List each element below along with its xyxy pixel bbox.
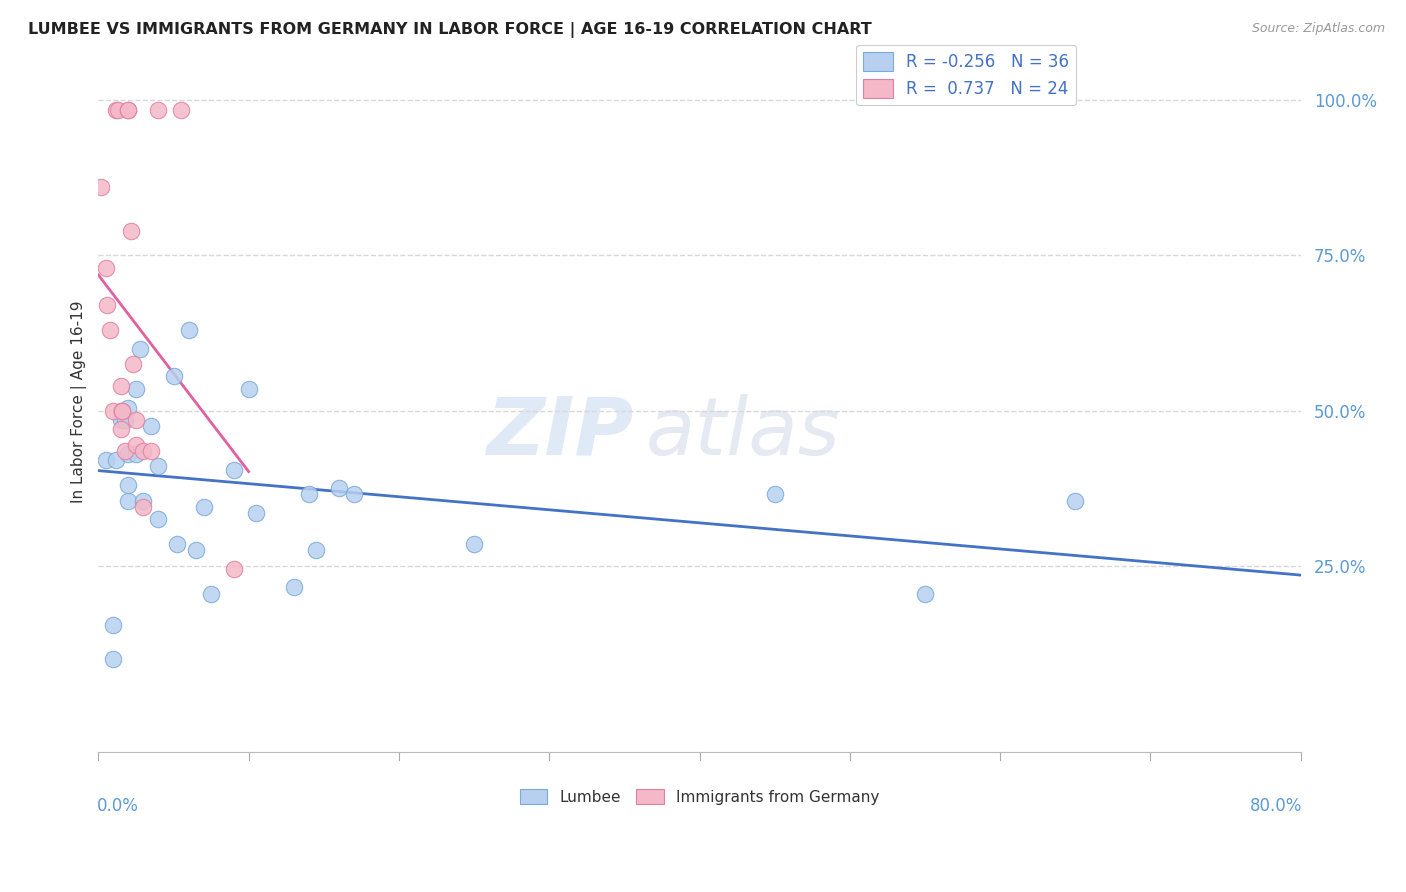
Point xyxy=(139,419,162,434)
Point xyxy=(122,357,145,371)
Point xyxy=(107,103,129,117)
Point xyxy=(1064,493,1087,508)
Text: 80.0%: 80.0% xyxy=(1250,797,1302,815)
Point xyxy=(96,298,118,312)
Point xyxy=(103,652,125,666)
Point xyxy=(148,459,170,474)
Point xyxy=(148,512,170,526)
Point xyxy=(125,382,148,396)
Point xyxy=(110,378,132,392)
Point xyxy=(463,537,485,551)
Point xyxy=(105,453,128,467)
Point xyxy=(184,543,207,558)
Point xyxy=(222,462,245,476)
Point xyxy=(114,413,136,427)
Point xyxy=(139,444,162,458)
Point xyxy=(114,444,136,458)
Point xyxy=(125,438,148,452)
Point xyxy=(110,403,132,417)
Point xyxy=(94,453,117,467)
Point xyxy=(111,403,134,417)
Text: Source: ZipAtlas.com: Source: ZipAtlas.com xyxy=(1251,22,1385,36)
Point xyxy=(94,260,117,275)
Point xyxy=(132,444,155,458)
Point xyxy=(305,543,328,558)
Point xyxy=(105,103,128,117)
Point xyxy=(170,103,193,117)
Point xyxy=(117,447,139,461)
Point xyxy=(200,587,222,601)
Point xyxy=(117,401,139,415)
Text: LUMBEE VS IMMIGRANTS FROM GERMANY IN LABOR FORCE | AGE 16-19 CORRELATION CHART: LUMBEE VS IMMIGRANTS FROM GERMANY IN LAB… xyxy=(28,22,872,38)
Point xyxy=(132,500,155,514)
Point xyxy=(129,342,152,356)
Point xyxy=(193,500,215,514)
Point xyxy=(914,587,936,601)
Point xyxy=(222,562,245,576)
Point xyxy=(103,617,125,632)
Y-axis label: In Labor Force | Age 16-19: In Labor Force | Age 16-19 xyxy=(72,300,87,502)
Text: ZIP: ZIP xyxy=(486,394,634,472)
Point xyxy=(148,103,170,117)
Point xyxy=(177,323,200,337)
Point xyxy=(120,224,142,238)
Point xyxy=(100,323,122,337)
Point xyxy=(245,506,267,520)
Point xyxy=(117,103,139,117)
Point xyxy=(125,413,148,427)
Point xyxy=(111,403,134,417)
Point xyxy=(117,478,139,492)
Point xyxy=(166,537,188,551)
Point xyxy=(238,382,260,396)
Point xyxy=(162,369,184,384)
Point xyxy=(328,481,350,495)
Point xyxy=(125,447,148,461)
Point xyxy=(103,403,125,417)
Point xyxy=(132,493,155,508)
Point xyxy=(110,413,132,427)
Point xyxy=(298,487,321,501)
Legend: Lumbee, Immigrants from Germany: Lumbee, Immigrants from Germany xyxy=(513,782,886,811)
Point xyxy=(763,487,786,501)
Point xyxy=(117,493,139,508)
Point xyxy=(283,581,305,595)
Point xyxy=(343,487,366,501)
Point xyxy=(90,180,112,194)
Text: 0.0%: 0.0% xyxy=(97,797,139,815)
Text: atlas: atlas xyxy=(645,394,841,472)
Point xyxy=(117,103,139,117)
Point xyxy=(110,422,132,436)
